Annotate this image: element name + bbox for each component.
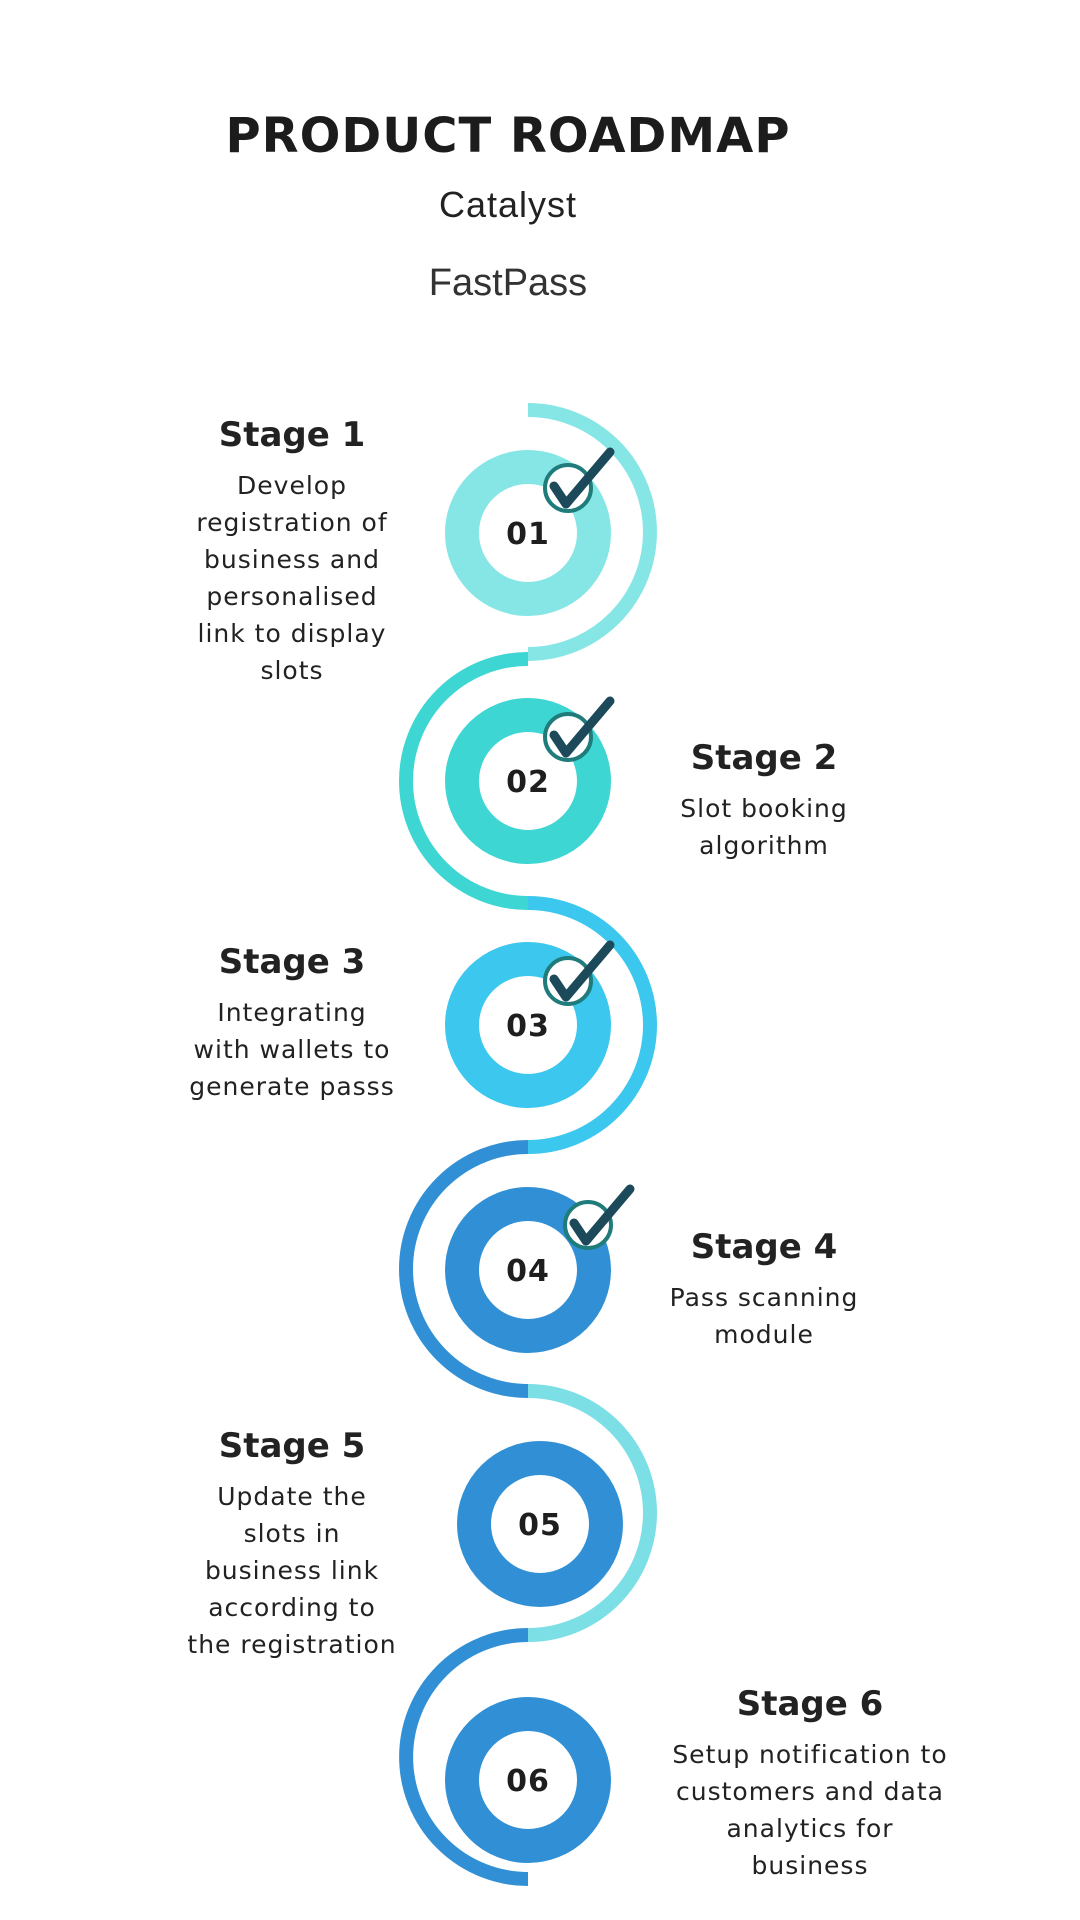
stage-number: 02 [506,765,550,800]
check-icon [563,1184,635,1250]
stage-ring [445,450,611,616]
stage-number: 05 [518,1508,562,1543]
check-icon [543,447,615,513]
connector-arc-5 [527,1384,657,1642]
stage-title: Stage 1 [218,415,366,455]
stage-node-3: 03 [445,940,615,1108]
subtitle: Catalyst [438,184,578,225]
stage-description: Setup notification to customers and data… [672,1740,948,1880]
stage-number: 06 [506,1764,550,1799]
stage-5-text: Stage 5 Update the slots in business lin… [142,1426,442,1663]
stage-3-text: Stage 3 Integrating with wallets to gene… [142,942,442,1105]
stage-description: Integrating with wallets to generate pas… [189,998,395,1101]
stage-ring [445,1187,611,1353]
connector-arc-3 [527,896,657,1154]
stage-4-text: Stage 4 Pass scanning module [614,1227,914,1353]
stage-description: Slot booking algorithm [680,794,848,860]
stage-number: 03 [506,1009,550,1044]
stage-ring [445,698,611,864]
stage-node-2: 02 [445,696,615,864]
stage-number: 01 [506,517,550,552]
stage-ring [457,1441,623,1607]
connector-arcs [399,403,657,1886]
stage-ring [445,1697,611,1863]
stage-number: 04 [506,1254,550,1289]
stage-6-text: Stage 6 Setup notification to customers … [660,1684,960,1884]
product-name: FastPass [428,262,588,304]
stage-node-5: 05 [457,1441,623,1607]
check-icon [543,696,615,762]
stage-node-6: 06 [445,1697,611,1863]
page-title: PRODUCT ROADMAP [225,108,791,164]
stage-node-4: 04 [445,1184,635,1353]
stage-description: Update the slots in business link accord… [187,1482,397,1659]
connector-arc-6 [399,1628,529,1886]
connector-arc-2 [399,652,529,910]
stage-2-text: Stage 2 Slot booking algorithm [614,738,914,864]
stage-title: Stage 3 [218,942,366,982]
connector-arc-4 [399,1140,529,1398]
stage-title: Stage 4 [690,1227,838,1267]
stage-ring [445,942,611,1108]
stage-node-1: 01 [445,447,615,616]
stage-description: Pass scanning module [669,1283,859,1349]
stage-title: Stage 6 [736,1684,884,1724]
stage-title: Stage 2 [690,738,838,778]
stage-description: Develop registration of business and per… [196,471,388,685]
check-icon [543,940,615,1006]
connector-arc-1 [527,403,657,661]
stage-1-text: Stage 1 Develop registration of business… [142,415,442,689]
stage-title: Stage 5 [218,1426,366,1466]
